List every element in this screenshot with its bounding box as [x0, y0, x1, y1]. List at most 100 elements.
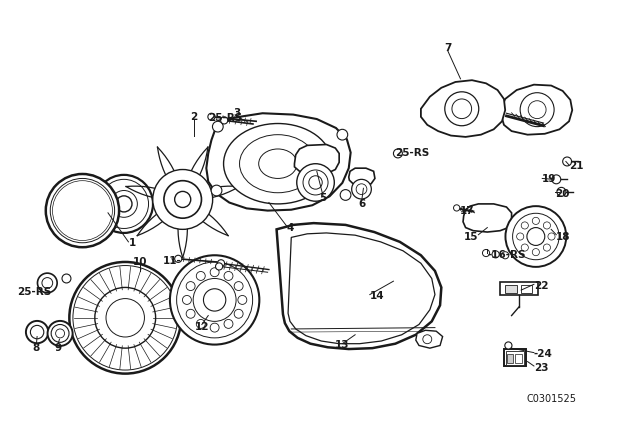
Ellipse shape [521, 244, 529, 251]
Ellipse shape [445, 92, 479, 126]
Ellipse shape [67, 194, 99, 227]
Ellipse shape [210, 323, 219, 332]
Ellipse shape [175, 255, 182, 263]
Ellipse shape [95, 288, 156, 348]
Ellipse shape [356, 184, 367, 194]
Text: 19: 19 [542, 174, 557, 184]
Ellipse shape [211, 185, 222, 196]
Ellipse shape [46, 174, 119, 247]
Ellipse shape [111, 190, 138, 217]
Polygon shape [421, 80, 505, 137]
Text: 8: 8 [33, 343, 40, 353]
Bar [520, 285, 532, 293]
Ellipse shape [505, 342, 512, 349]
Ellipse shape [394, 149, 403, 158]
Ellipse shape [543, 244, 550, 251]
Ellipse shape [56, 185, 108, 237]
Polygon shape [463, 204, 511, 232]
Text: 4: 4 [287, 224, 294, 233]
Polygon shape [294, 145, 339, 174]
Ellipse shape [196, 271, 205, 280]
Ellipse shape [196, 319, 205, 328]
Text: 15: 15 [464, 232, 478, 241]
Ellipse shape [234, 282, 243, 291]
Bar [507, 353, 513, 363]
Ellipse shape [51, 178, 115, 243]
Ellipse shape [73, 266, 177, 370]
Ellipse shape [69, 262, 181, 374]
Ellipse shape [216, 263, 223, 270]
Ellipse shape [506, 206, 566, 267]
Ellipse shape [208, 113, 215, 121]
Text: 3: 3 [234, 108, 241, 118]
Ellipse shape [51, 324, 69, 342]
Text: 9: 9 [54, 343, 61, 353]
Ellipse shape [95, 175, 153, 233]
Text: 20: 20 [555, 189, 570, 198]
Polygon shape [416, 330, 443, 348]
Ellipse shape [186, 282, 195, 291]
Ellipse shape [452, 99, 472, 119]
Ellipse shape [210, 268, 219, 277]
Ellipse shape [218, 260, 225, 267]
Ellipse shape [309, 176, 322, 189]
Text: 14: 14 [370, 291, 385, 302]
Ellipse shape [175, 191, 191, 207]
Text: -24: -24 [534, 349, 553, 359]
Ellipse shape [182, 296, 191, 304]
Ellipse shape [153, 169, 212, 229]
Polygon shape [288, 233, 435, 344]
Text: 10: 10 [132, 257, 147, 267]
Bar [505, 285, 516, 293]
Ellipse shape [224, 271, 233, 280]
Ellipse shape [557, 187, 566, 196]
Text: 18: 18 [556, 232, 571, 241]
Ellipse shape [106, 298, 145, 337]
Ellipse shape [234, 309, 243, 318]
Polygon shape [206, 113, 351, 211]
Text: 23: 23 [534, 363, 548, 373]
Ellipse shape [164, 181, 202, 218]
Text: 25-RS: 25-RS [209, 113, 243, 123]
Ellipse shape [54, 182, 111, 239]
Ellipse shape [337, 129, 348, 140]
Ellipse shape [340, 190, 351, 200]
Ellipse shape [52, 181, 113, 241]
Ellipse shape [532, 249, 540, 256]
Ellipse shape [177, 262, 253, 338]
Ellipse shape [59, 187, 106, 234]
Ellipse shape [351, 179, 371, 199]
Text: 12: 12 [195, 322, 209, 332]
Text: -16-RS: -16-RS [487, 250, 526, 260]
Ellipse shape [62, 274, 71, 283]
Ellipse shape [297, 164, 334, 201]
Ellipse shape [239, 135, 316, 193]
Ellipse shape [238, 296, 247, 304]
Text: 5: 5 [319, 193, 327, 203]
Ellipse shape [521, 222, 529, 229]
Ellipse shape [528, 101, 546, 119]
Text: C0301525: C0301525 [526, 394, 576, 404]
Ellipse shape [223, 124, 332, 204]
Ellipse shape [224, 319, 233, 328]
Bar [500, 282, 538, 295]
Ellipse shape [170, 255, 259, 345]
Bar [504, 349, 526, 366]
Polygon shape [349, 168, 375, 186]
Ellipse shape [30, 325, 44, 339]
Ellipse shape [303, 170, 328, 195]
Ellipse shape [548, 233, 555, 240]
Ellipse shape [74, 202, 92, 220]
Text: 21: 21 [569, 161, 584, 171]
Ellipse shape [42, 278, 52, 289]
Ellipse shape [221, 117, 228, 124]
Ellipse shape [116, 196, 132, 212]
Ellipse shape [527, 228, 545, 246]
Ellipse shape [186, 309, 195, 318]
Ellipse shape [212, 121, 223, 132]
Text: 17: 17 [460, 206, 474, 215]
Ellipse shape [520, 93, 554, 127]
Text: 25-RS: 25-RS [395, 148, 429, 159]
Ellipse shape [532, 217, 540, 224]
Ellipse shape [502, 252, 509, 259]
